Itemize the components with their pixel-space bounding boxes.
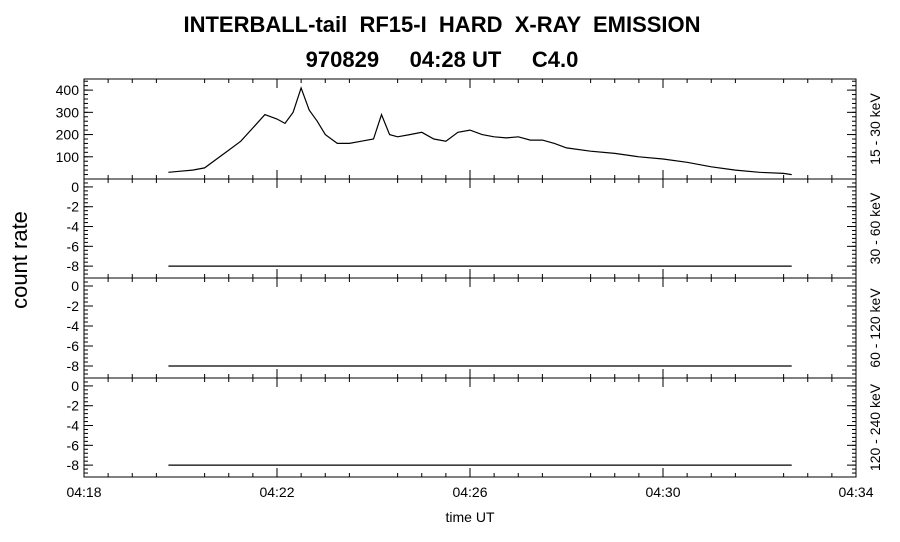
y-tick-label: 200: [56, 127, 80, 143]
y-tick-label: -4: [67, 219, 80, 235]
y-tick-label: -8: [67, 358, 80, 374]
y-tick-label: -8: [67, 258, 80, 274]
x-tick-label: 04:18: [66, 484, 101, 500]
y-tick-label: 0: [71, 278, 79, 294]
panel-3: -8 -6 -4 -2 0 60 - 120 keV: [67, 277, 883, 379]
x-tick-label: 04:26: [452, 484, 487, 500]
panel-2: -8 -6 -4 -2 0 30 - 60 keV: [67, 178, 883, 279]
y-tick-label: -4: [67, 318, 80, 334]
energy-band-label: 120 - 240 keV: [867, 383, 883, 471]
panel-1: 100 200 300 400 15 - 30 keV: [56, 78, 883, 180]
panel-frame: [83, 277, 857, 379]
chart-title: INTERBALL-tail RF15-I HARD X-RAY EMISSIO…: [183, 12, 701, 37]
y-tick-label: -6: [67, 338, 80, 354]
energy-band-label: 30 - 60 keV: [867, 192, 883, 264]
panel-frame: [83, 178, 857, 279]
x-tick-label: 04:22: [259, 484, 294, 500]
y-tick-label: 100: [56, 149, 80, 165]
energy-band-label: 15 - 30 keV: [867, 93, 883, 165]
y-axis-label: count rate: [7, 211, 32, 309]
y-tick-label: 300: [56, 104, 80, 120]
panel-frame: [83, 78, 857, 180]
panel-frame: [83, 377, 857, 478]
y-tick-label: -6: [67, 437, 80, 453]
y-tick-label: 0: [71, 179, 79, 195]
y-tick-label: -4: [67, 418, 80, 434]
energy-band-label: 60 - 120 keV: [867, 288, 883, 368]
y-tick-label: -2: [67, 199, 80, 215]
x-tick-label: 04:34: [838, 484, 873, 500]
y-tick-label: -2: [67, 398, 80, 414]
y-tick-label: -8: [67, 457, 80, 473]
x-tick-label: 04:30: [645, 484, 680, 500]
y-tick-label: -2: [67, 298, 80, 314]
y-tick-label: 0: [71, 378, 79, 394]
series-line: [168, 86, 792, 176]
panel-4: -8 -6 -4 -2 0 120 - 240 keV: [67, 377, 883, 478]
y-tick-label: -6: [67, 238, 80, 254]
chart-subtitle: 970829 04:28 UT C4.0: [305, 47, 579, 72]
x-axis-label: time UT: [446, 509, 495, 525]
y-tick-label: 400: [56, 82, 80, 98]
